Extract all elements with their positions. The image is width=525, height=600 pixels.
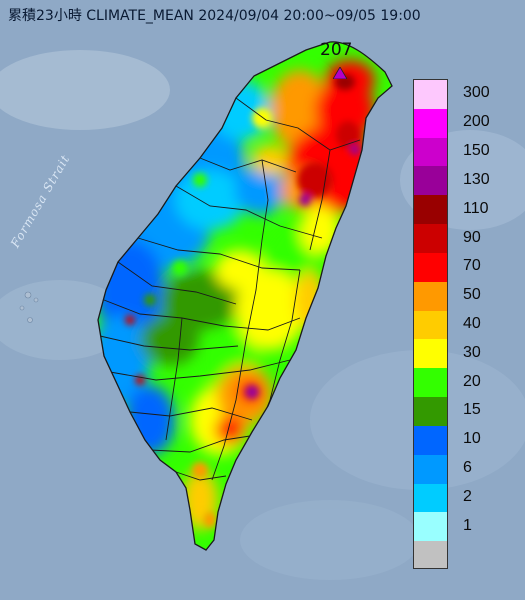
peak-value: 207 bbox=[320, 40, 353, 60]
legend-label: 1 bbox=[463, 516, 472, 534]
legend-swatch bbox=[414, 310, 447, 340]
legend-swatch bbox=[414, 281, 447, 312]
legend-swatch bbox=[414, 224, 447, 254]
legend-swatch bbox=[414, 137, 447, 167]
penghu-islands bbox=[19, 291, 39, 323]
legend-label: 2 bbox=[463, 487, 472, 505]
legend-swatch bbox=[414, 80, 447, 110]
legend-swatch bbox=[414, 108, 447, 139]
legend-swatch bbox=[414, 483, 447, 513]
taiwan-coastline bbox=[97, 41, 393, 551]
legend-swatch bbox=[414, 368, 447, 398]
legend-swatch bbox=[414, 512, 447, 542]
legend-label: 200 bbox=[463, 113, 490, 131]
legend-label: 150 bbox=[463, 142, 490, 160]
legend-label: 90 bbox=[463, 228, 481, 246]
map-title: 累積23小時 CLIMATE_MEAN 2024/09/04 20:00~09/… bbox=[8, 8, 421, 24]
legend: 300 200 150 130 110 90 70 50 40 30 20 15 10 6 2 1 bbox=[413, 79, 508, 569]
county-boundaries bbox=[99, 97, 361, 481]
legend-swatch bbox=[414, 425, 447, 456]
legend-swatch bbox=[414, 454, 447, 485]
legend-label: 15 bbox=[463, 401, 481, 419]
legend-label: 70 bbox=[463, 257, 481, 275]
legend-swatch bbox=[414, 252, 447, 283]
legend-label: 110 bbox=[463, 199, 489, 217]
legend-label: 40 bbox=[463, 315, 481, 332]
legend-swatch bbox=[414, 166, 447, 196]
legend-label: 6 bbox=[463, 459, 472, 477]
legend-label: 30 bbox=[463, 343, 481, 361]
legend-swatch bbox=[414, 339, 447, 369]
peak-marker-icon bbox=[333, 67, 347, 79]
legend-swatch bbox=[414, 195, 447, 225]
legend-label: 300 bbox=[463, 84, 490, 102]
legend-label: 130 bbox=[463, 170, 490, 188]
legend-label: 10 bbox=[463, 430, 481, 448]
legend-swatch bbox=[414, 397, 447, 427]
legend-label: 50 bbox=[463, 286, 481, 304]
legend-color-scale bbox=[413, 79, 448, 569]
legend-label: 20 bbox=[463, 372, 481, 390]
legend-swatch bbox=[414, 541, 447, 568]
